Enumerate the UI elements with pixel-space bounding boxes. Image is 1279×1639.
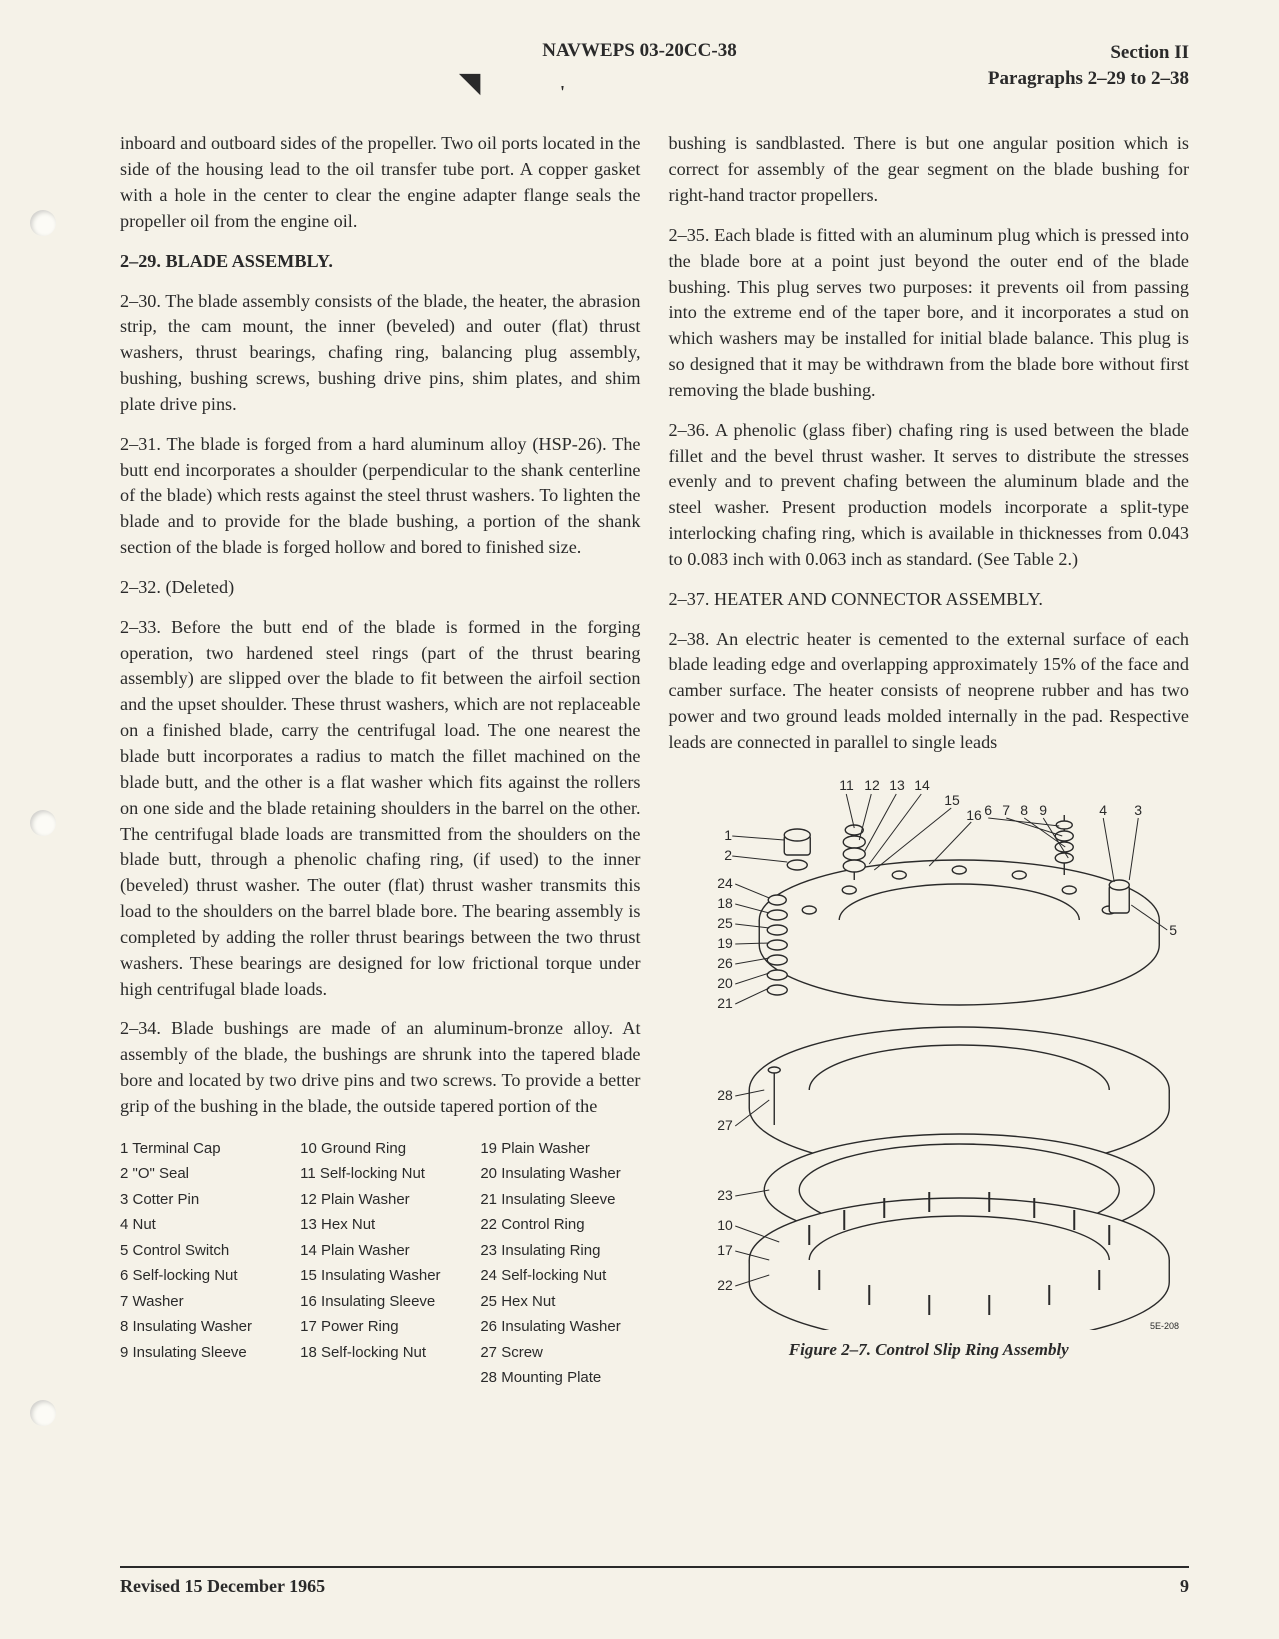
part-item: 5 Control Switch <box>120 1238 280 1264</box>
callout: 2 <box>724 847 732 863</box>
binder-hole <box>30 1400 56 1426</box>
slip-ring-diagram: 11 12 13 14 15 16 6 7 8 9 4 3 <box>669 770 1190 1330</box>
callout: 18 <box>717 895 733 911</box>
callout: 11 <box>839 777 854 793</box>
parts-col-2: 10 Ground Ring 11 Self-locking Nut 12 Pl… <box>300 1136 460 1391</box>
callout: 20 <box>717 975 733 991</box>
part-item: 11 Self-locking Nut <box>300 1161 460 1187</box>
right-column: bushing is sandblasted. There is but one… <box>669 131 1190 1391</box>
part-item: 4 Nut <box>120 1212 280 1238</box>
part-item: 6 Self-locking Nut <box>120 1263 280 1289</box>
part-item: 18 Self-locking Nut <box>300 1340 460 1366</box>
callout: 15 <box>944 792 960 808</box>
part-item: 8 Insulating Washer <box>120 1314 280 1340</box>
revision-mark-icon: ' <box>560 82 565 103</box>
doc-id: NAVWEPS 03-20CC-38 <box>0 40 1279 62</box>
callout: 22 <box>717 1277 733 1293</box>
callout: 10 <box>717 1217 733 1233</box>
part-item: 28 Mounting Plate <box>480 1365 640 1391</box>
callout: 27 <box>717 1117 733 1133</box>
paragraph: 2–30. The blade assembly consists of the… <box>120 289 641 418</box>
part-item: 24 Self-locking Nut <box>480 1263 640 1289</box>
paragraph: 2–31. The blade is forged from a hard al… <box>120 432 641 561</box>
page-number: 9 <box>1180 1576 1189 1597</box>
callout: 17 <box>717 1242 733 1258</box>
parts-list: 1 Terminal Cap 2 "O" Seal 3 Cotter Pin 4… <box>120 1136 641 1391</box>
paragraph: 2–32. (Deleted) <box>120 575 641 601</box>
callout: 26 <box>717 955 733 971</box>
parts-col-3: 19 Plain Washer 20 Insulating Washer 21 … <box>480 1136 640 1391</box>
part-item: 13 Hex Nut <box>300 1212 460 1238</box>
figure-2-7: 11 12 13 14 15 16 6 7 8 9 4 3 <box>669 770 1190 1363</box>
binder-hole <box>30 210 56 236</box>
sub-heading: 2–37. HEATER AND CONNECTOR ASSEMBLY. <box>669 587 1190 613</box>
part-item: 1 Terminal Cap <box>120 1136 280 1162</box>
page-footer: Revised 15 December 1965 9 <box>120 1566 1189 1597</box>
callout: 4 <box>1099 802 1107 818</box>
callout: 3 <box>1134 802 1142 818</box>
callout: 5 <box>1169 922 1177 938</box>
part-item: 21 Insulating Sleeve <box>480 1187 640 1213</box>
part-item: 25 Hex Nut <box>480 1289 640 1315</box>
callout: 1 <box>724 827 732 843</box>
part-item: 19 Plain Washer <box>480 1136 640 1162</box>
part-item: 12 Plain Washer <box>300 1187 460 1213</box>
part-item: 14 Plain Washer <box>300 1238 460 1264</box>
part-item: 17 Power Ring <box>300 1314 460 1340</box>
parts-col-1: 1 Terminal Cap 2 "O" Seal 3 Cotter Pin 4… <box>120 1136 280 1391</box>
callout: 16 <box>966 807 982 823</box>
part-item: 16 Insulating Sleeve <box>300 1289 460 1315</box>
callout: 24 <box>717 875 733 891</box>
callout: 13 <box>889 777 905 793</box>
callout: 19 <box>717 935 733 951</box>
callout: 9 <box>1039 802 1047 818</box>
callout: 21 <box>717 995 733 1011</box>
paragraph: 2–38. An electric heater is cemented to … <box>669 627 1190 756</box>
paragraph: 2–35. Each blade is fitted with an alumi… <box>669 223 1190 404</box>
callout: 14 <box>914 777 930 793</box>
part-item: 3 Cotter Pin <box>120 1187 280 1213</box>
figure-caption: Figure 2–7. Control Slip Ring Assembly <box>669 1338 1190 1362</box>
callout: 8 <box>1020 802 1028 818</box>
part-item: 2 "O" Seal <box>120 1161 280 1187</box>
paragraph: 2–33. Before the butt end of the blade i… <box>120 615 641 1003</box>
part-item: 23 Insulating Ring <box>480 1238 640 1264</box>
left-column: inboard and outboard sides of the propel… <box>120 131 641 1391</box>
page: NAVWEPS 03-20CC-38 Section II Paragraphs… <box>0 0 1279 1639</box>
part-item: 10 Ground Ring <box>300 1136 460 1162</box>
callout: 28 <box>717 1087 733 1103</box>
callout: 12 <box>864 777 880 793</box>
page-header: NAVWEPS 03-20CC-38 Section II Paragraphs… <box>120 40 1189 91</box>
revision-arrow-icon: ◥ <box>460 68 480 98</box>
paragraph: bushing is sandblasted. There is but one… <box>669 131 1190 209</box>
paragraph: 2–34. Blade bushings are made of an alum… <box>120 1016 641 1119</box>
paragraph: inboard and outboard sides of the propel… <box>120 131 641 234</box>
part-item: 20 Insulating Washer <box>480 1161 640 1187</box>
callout: 25 <box>717 915 733 931</box>
part-item: 26 Insulating Washer <box>480 1314 640 1340</box>
part-item: 7 Washer <box>120 1289 280 1315</box>
paragraph: 2–36. A phenolic (glass fiber) chafing r… <box>669 418 1190 573</box>
revision-date: Revised 15 December 1965 <box>120 1576 325 1597</box>
body-columns: inboard and outboard sides of the propel… <box>120 131 1189 1391</box>
binder-hole <box>30 810 56 836</box>
part-item: 15 Insulating Washer <box>300 1263 460 1289</box>
callout: 23 <box>717 1187 733 1203</box>
part-item: 22 Control Ring <box>480 1212 640 1238</box>
callout: 7 <box>1002 802 1010 818</box>
part-item: 9 Insulating Sleeve <box>120 1340 280 1366</box>
paragraph-range: Paragraphs 2–29 to 2–38 <box>988 66 1189 92</box>
section-heading: 2–29. BLADE ASSEMBLY. <box>120 249 641 275</box>
part-item: 27 Screw <box>480 1340 640 1366</box>
callout: 6 <box>984 802 992 818</box>
